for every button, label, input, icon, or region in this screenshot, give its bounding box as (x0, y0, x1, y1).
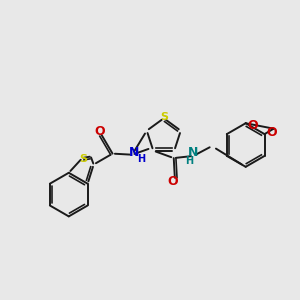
Text: N: N (129, 146, 139, 159)
Text: S: S (160, 112, 168, 122)
Text: S: S (79, 154, 87, 164)
Text: O: O (247, 119, 258, 132)
Text: O: O (167, 175, 178, 188)
Text: H: H (137, 154, 145, 164)
Text: O: O (266, 126, 277, 139)
Text: N: N (188, 146, 199, 159)
Text: H: H (185, 156, 194, 166)
Text: O: O (94, 124, 105, 138)
